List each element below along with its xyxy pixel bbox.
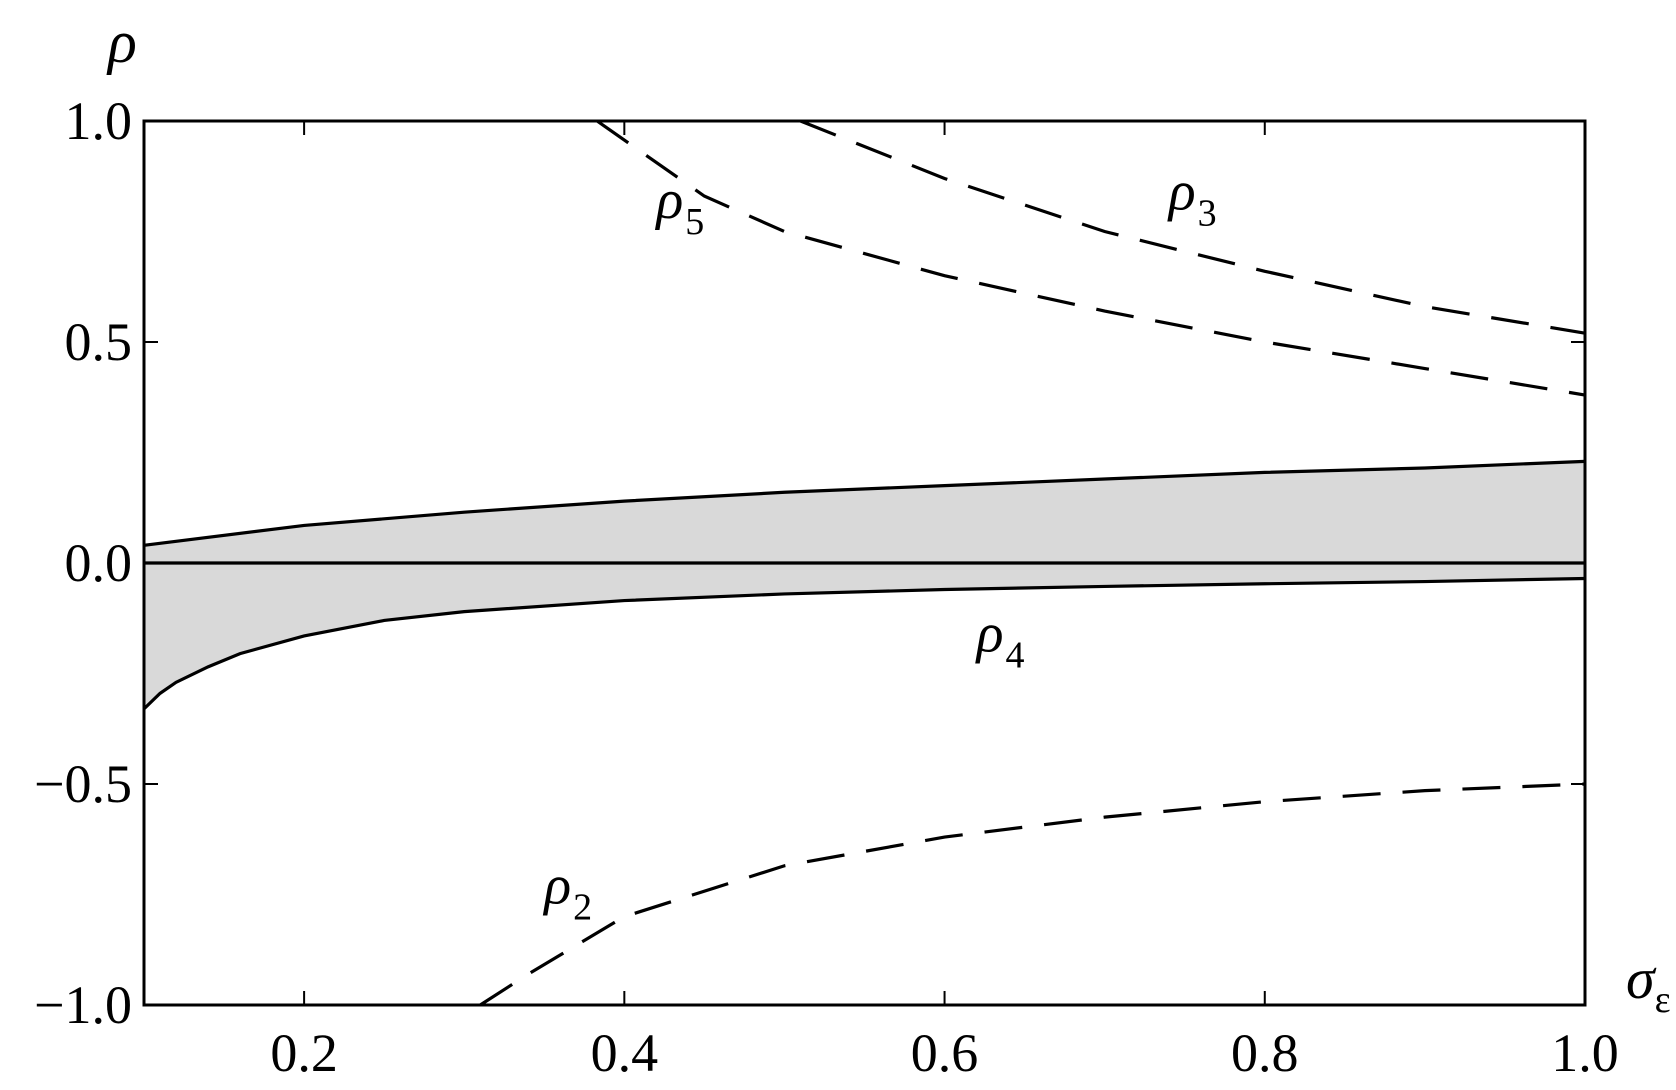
y-axis-label: ρ xyxy=(106,9,137,75)
x-tick-label: 0.8 xyxy=(1231,1023,1299,1083)
series-line-ρ5 xyxy=(596,119,1586,397)
x-tick-label: 0.6 xyxy=(911,1023,979,1083)
lower-bound-line xyxy=(142,576,1586,711)
y-tick-label: 1.0 xyxy=(65,91,133,151)
series-line-ρ3 xyxy=(799,119,1586,335)
plot-area xyxy=(142,119,1586,1007)
series-label-ρ5: ρ5 xyxy=(654,169,704,243)
upper-bound-line xyxy=(143,459,1586,547)
series-label-ρ3: ρ3 xyxy=(1167,160,1217,234)
axis-ticks xyxy=(144,120,1586,1006)
series-line-ρ2 xyxy=(479,782,1586,1007)
x-tick-label: 0.4 xyxy=(591,1023,659,1083)
labels: 0.2 0.4 0.6 0.8 1.0 −1.0 −0.5 0.0 0.5 1.0 ρ5 ρ3 ρ4 ρ2 xyxy=(34,91,1619,1083)
series-label-ρ4: ρ4 xyxy=(975,602,1025,676)
x-axis-label: σε xyxy=(1626,946,1671,1021)
y-tick-label: 0.5 xyxy=(65,312,133,372)
x-tick-label: 1.0 xyxy=(1551,1023,1619,1083)
y-tick-label: −0.5 xyxy=(34,754,132,814)
series-label-ρ2: ρ2 xyxy=(542,854,592,928)
shaded-region xyxy=(144,461,1585,709)
y-tick-label: −1.0 xyxy=(34,975,132,1035)
x-tick-label: 0.2 xyxy=(270,1023,338,1083)
y-tick-label: 0.0 xyxy=(65,533,133,593)
